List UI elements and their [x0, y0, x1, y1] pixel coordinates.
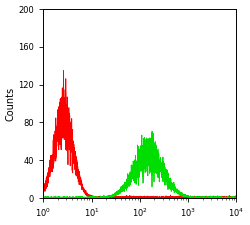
Y-axis label: Counts: Counts — [6, 86, 16, 121]
